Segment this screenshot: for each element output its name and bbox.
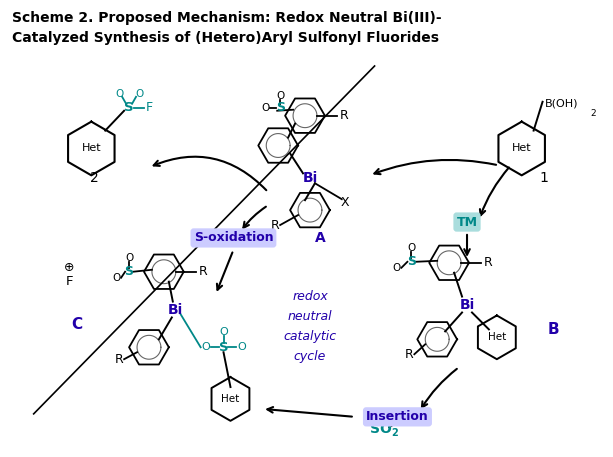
Text: B(OH): B(OH)	[544, 99, 578, 109]
Text: ⊕: ⊕	[64, 261, 75, 274]
Polygon shape	[68, 122, 115, 175]
Text: O: O	[115, 89, 123, 99]
Text: R: R	[405, 348, 414, 361]
Polygon shape	[290, 193, 330, 227]
Text: Scheme 2. Proposed Mechanism: Redox Neutral Bi(III)-: Scheme 2. Proposed Mechanism: Redox Neut…	[12, 11, 441, 25]
Text: 2: 2	[90, 171, 99, 185]
Polygon shape	[144, 255, 184, 289]
Polygon shape	[285, 98, 325, 133]
Polygon shape	[478, 315, 516, 359]
Text: Catalyzed Synthesis of (Hetero)Aryl Sulfonyl Fluorides: Catalyzed Synthesis of (Hetero)Aryl Sulf…	[12, 31, 439, 45]
Text: O: O	[125, 253, 133, 263]
Text: Bi: Bi	[302, 171, 318, 185]
Text: 1: 1	[539, 171, 548, 185]
Text: Insertion: Insertion	[366, 410, 429, 423]
Text: R: R	[271, 218, 280, 232]
Text: O: O	[261, 103, 269, 113]
Text: O: O	[201, 342, 210, 352]
Text: Bi: Bi	[459, 298, 474, 312]
Text: Het: Het	[221, 394, 240, 404]
Text: R: R	[115, 353, 124, 366]
Text: S: S	[219, 341, 228, 354]
Polygon shape	[258, 128, 298, 163]
Text: O: O	[219, 327, 228, 337]
Text: O: O	[135, 89, 143, 99]
Polygon shape	[429, 245, 469, 280]
Text: F: F	[66, 275, 73, 288]
Text: S: S	[407, 255, 416, 268]
Text: Het: Het	[512, 143, 531, 154]
Text: redox
neutral
catalytic
cycle: redox neutral catalytic cycle	[283, 290, 337, 362]
Text: 2: 2	[590, 109, 596, 118]
Text: Bi: Bi	[168, 303, 183, 317]
Text: O: O	[392, 263, 400, 273]
Text: 2: 2	[392, 428, 398, 438]
Text: Het: Het	[488, 332, 506, 342]
Text: O: O	[407, 243, 416, 253]
Text: S: S	[276, 101, 284, 114]
Text: R: R	[340, 109, 349, 122]
Polygon shape	[211, 377, 249, 421]
Text: S-oxidation: S-oxidation	[194, 231, 273, 244]
Polygon shape	[417, 322, 457, 356]
Text: C: C	[71, 317, 82, 332]
Polygon shape	[129, 330, 169, 365]
Text: R: R	[484, 256, 493, 269]
Text: B: B	[547, 322, 559, 337]
Text: S: S	[124, 101, 134, 114]
Text: SO: SO	[370, 422, 392, 436]
Text: F: F	[145, 101, 153, 114]
Text: A: A	[314, 231, 326, 245]
Text: O: O	[112, 273, 120, 283]
Text: TM: TM	[457, 216, 478, 228]
Text: S: S	[124, 265, 134, 278]
Text: R: R	[199, 265, 207, 278]
Text: Het: Het	[82, 143, 101, 154]
Text: O: O	[237, 342, 246, 352]
Polygon shape	[498, 122, 545, 175]
Text: O: O	[276, 91, 284, 101]
Text: X: X	[340, 196, 349, 209]
